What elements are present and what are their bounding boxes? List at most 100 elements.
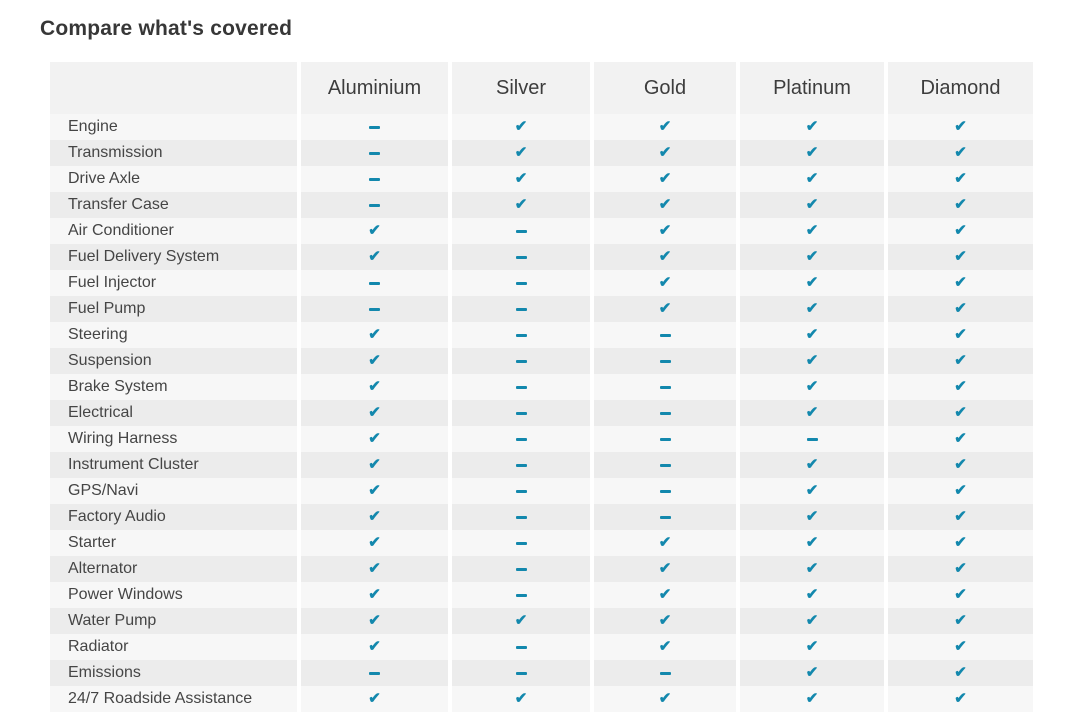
check-icon: ✔ — [954, 663, 967, 681]
check-icon: ✔ — [368, 559, 381, 577]
dash-icon — [515, 281, 527, 285]
dash-icon — [369, 307, 380, 311]
coverage-cell-diamond: ✔ — [888, 400, 1033, 426]
dash-icon — [659, 437, 671, 441]
check-icon: ✔ — [954, 689, 967, 707]
coverage-cell-gold — [594, 452, 736, 478]
coverage-cell-silver: ✔ — [452, 192, 590, 218]
check-icon: ✔ — [368, 429, 381, 447]
coverage-cell-diamond: ✔ — [888, 504, 1033, 530]
coverage-cell-diamond: ✔ — [888, 322, 1033, 348]
coverage-cell-aluminium — [301, 660, 448, 686]
check-icon: ✔ — [514, 611, 528, 629]
coverage-cell-diamond: ✔ — [888, 296, 1033, 322]
coverage-cell-aluminium: ✔ — [301, 218, 448, 244]
dash-icon — [369, 151, 380, 155]
coverage-cell-silver — [452, 426, 590, 452]
coverage-cell-silver — [452, 556, 590, 582]
coverage-cell-silver: ✔ — [452, 166, 590, 192]
table-row-fuel-pump: Fuel Pump ✔ ✔ ✔ — [50, 296, 1033, 322]
coverage-cell-aluminium: ✔ — [301, 530, 448, 556]
coverage-cell-diamond: ✔ — [888, 166, 1033, 192]
coverage-cell-silver — [452, 530, 590, 556]
coverage-cell-silver: ✔ — [452, 608, 590, 634]
coverage-cell-platinum — [740, 426, 884, 452]
row-label: Water Pump — [50, 608, 297, 634]
dash-icon — [515, 307, 527, 311]
dash-icon — [515, 437, 527, 441]
table-row-fuel-delivery-system: Fuel Delivery System ✔ ✔ ✔ ✔ — [50, 244, 1033, 270]
dash-icon — [369, 203, 380, 207]
table-row-fuel-injector: Fuel Injector ✔ ✔ ✔ — [50, 270, 1033, 296]
coverage-cell-platinum: ✔ — [740, 140, 884, 166]
check-icon: ✔ — [805, 143, 819, 161]
coverage-cell-gold: ✔ — [594, 530, 736, 556]
check-icon: ✔ — [658, 273, 672, 291]
coverage-cell-gold: ✔ — [594, 270, 736, 296]
check-icon: ✔ — [805, 481, 819, 499]
coverage-cell-platinum: ✔ — [740, 660, 884, 686]
coverage-cell-platinum: ✔ — [740, 582, 884, 608]
coverage-cell-silver — [452, 634, 590, 660]
coverage-cell-gold: ✔ — [594, 114, 736, 140]
check-icon: ✔ — [954, 481, 967, 499]
check-icon: ✔ — [368, 247, 381, 265]
check-icon: ✔ — [805, 689, 819, 707]
check-icon: ✔ — [368, 611, 381, 629]
check-icon: ✔ — [514, 195, 528, 213]
coverage-cell-diamond: ✔ — [888, 244, 1033, 270]
coverage-cell-platinum: ✔ — [740, 270, 884, 296]
check-icon: ✔ — [954, 169, 967, 187]
dash-icon — [369, 281, 380, 285]
dash-icon — [659, 333, 671, 337]
check-icon: ✔ — [954, 455, 967, 473]
check-icon: ✔ — [805, 221, 819, 239]
coverage-cell-diamond: ✔ — [888, 270, 1033, 296]
check-icon: ✔ — [954, 559, 967, 577]
dash-icon — [515, 255, 527, 259]
coverage-cell-platinum: ✔ — [740, 218, 884, 244]
column-header-diamond: Diamond — [888, 62, 1033, 114]
check-icon: ✔ — [805, 299, 819, 317]
coverage-cell-aluminium: ✔ — [301, 582, 448, 608]
row-label: Factory Audio — [50, 504, 297, 530]
check-icon: ✔ — [368, 351, 381, 369]
check-icon: ✔ — [658, 533, 672, 551]
dash-icon — [515, 567, 527, 571]
check-icon: ✔ — [368, 585, 381, 603]
check-icon: ✔ — [368, 533, 381, 551]
coverage-cell-silver — [452, 582, 590, 608]
check-icon: ✔ — [954, 117, 967, 135]
coverage-cell-silver — [452, 504, 590, 530]
dash-icon — [515, 541, 527, 545]
check-icon: ✔ — [805, 559, 819, 577]
dash-icon — [515, 645, 527, 649]
coverage-cell-aluminium: ✔ — [301, 686, 448, 712]
check-icon: ✔ — [954, 325, 967, 343]
coverage-cell-aluminium: ✔ — [301, 556, 448, 582]
coverage-cell-diamond: ✔ — [888, 348, 1033, 374]
table-row-transmission: Transmission ✔ ✔ ✔ ✔ — [50, 140, 1033, 166]
check-icon: ✔ — [658, 585, 672, 603]
coverage-cell-aluminium: ✔ — [301, 452, 448, 478]
check-icon: ✔ — [368, 403, 381, 421]
coverage-cell-diamond: ✔ — [888, 426, 1033, 452]
row-label: Suspension — [50, 348, 297, 374]
coverage-cell-aluminium: ✔ — [301, 244, 448, 270]
check-icon: ✔ — [954, 351, 967, 369]
check-icon: ✔ — [954, 195, 967, 213]
table-row-radiator: Radiator ✔ ✔ ✔ ✔ — [50, 634, 1033, 660]
table-header-row: Aluminium Silver Gold Platinum Diamond — [50, 62, 1033, 114]
coverage-cell-silver: ✔ — [452, 140, 590, 166]
coverage-cell-aluminium: ✔ — [301, 634, 448, 660]
check-icon: ✔ — [954, 273, 967, 291]
coverage-cell-diamond: ✔ — [888, 218, 1033, 244]
table-row-24-7-roadside-assistance: 24/7 Roadside Assistance ✔ ✔ ✔ ✔ ✔ — [50, 686, 1033, 712]
coverage-cell-aluminium — [301, 270, 448, 296]
row-label: Alternator — [50, 556, 297, 582]
coverage-cell-platinum: ✔ — [740, 192, 884, 218]
check-icon: ✔ — [805, 377, 819, 395]
page-title: Compare what's covered — [40, 17, 293, 40]
coverage-cell-diamond: ✔ — [888, 608, 1033, 634]
coverage-cell-silver — [452, 400, 590, 426]
